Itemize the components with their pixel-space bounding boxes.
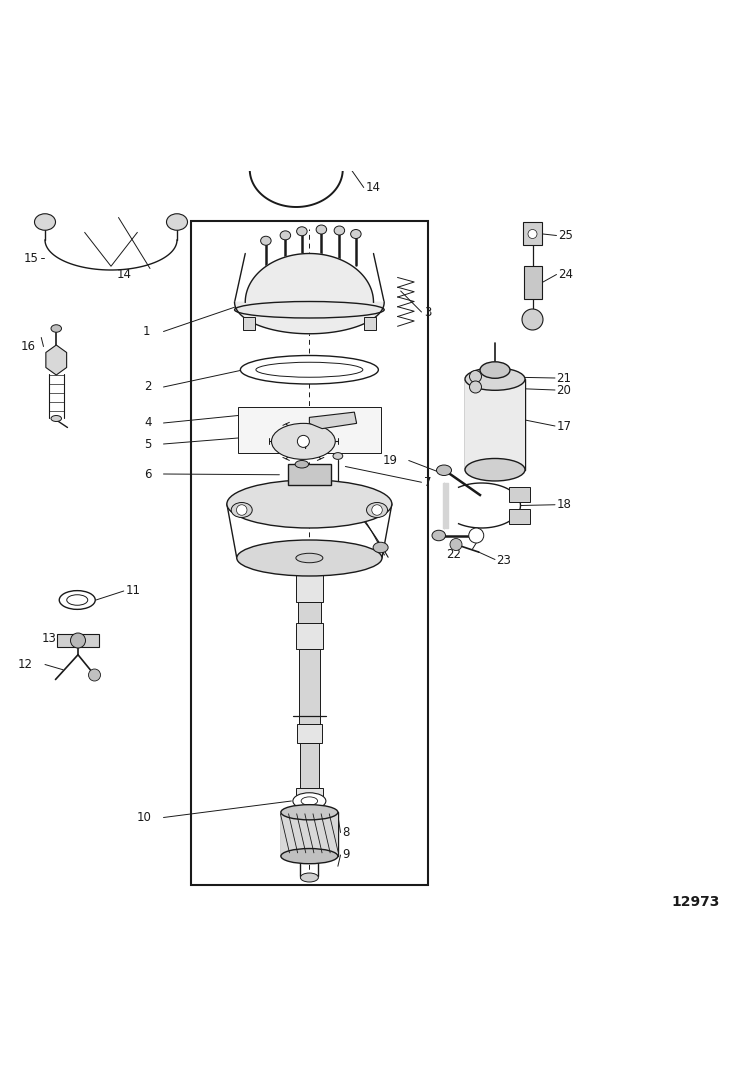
Ellipse shape bbox=[59, 591, 95, 609]
Ellipse shape bbox=[261, 236, 272, 246]
Ellipse shape bbox=[316, 225, 327, 234]
Circle shape bbox=[470, 370, 482, 382]
Ellipse shape bbox=[465, 459, 525, 480]
Ellipse shape bbox=[237, 541, 382, 575]
Ellipse shape bbox=[296, 554, 322, 562]
Ellipse shape bbox=[240, 356, 378, 384]
Ellipse shape bbox=[292, 793, 326, 809]
Text: 12973: 12973 bbox=[672, 895, 720, 910]
Bar bbox=[332, 136, 353, 153]
Bar bbox=[238, 407, 380, 453]
Bar bbox=[299, 743, 320, 787]
Circle shape bbox=[450, 538, 462, 550]
Ellipse shape bbox=[51, 415, 62, 422]
Polygon shape bbox=[235, 253, 384, 334]
Ellipse shape bbox=[67, 595, 88, 605]
Ellipse shape bbox=[350, 229, 361, 238]
Circle shape bbox=[88, 669, 101, 681]
Bar bbox=[296, 787, 322, 804]
Bar bbox=[239, 136, 260, 153]
Ellipse shape bbox=[51, 324, 62, 332]
Text: 23: 23 bbox=[496, 555, 512, 568]
Text: 10: 10 bbox=[136, 811, 152, 824]
Polygon shape bbox=[309, 412, 357, 429]
Text: 6: 6 bbox=[144, 467, 152, 480]
Polygon shape bbox=[46, 345, 67, 375]
Text: 14: 14 bbox=[366, 181, 381, 194]
Bar bbox=[298, 602, 321, 622]
Circle shape bbox=[469, 529, 484, 543]
Text: 18: 18 bbox=[556, 498, 572, 511]
Bar bbox=[57, 633, 99, 648]
Circle shape bbox=[470, 381, 482, 393]
Text: 19: 19 bbox=[382, 454, 398, 467]
Text: 1: 1 bbox=[142, 325, 150, 339]
Circle shape bbox=[70, 633, 86, 648]
Circle shape bbox=[297, 436, 309, 448]
Text: 3: 3 bbox=[424, 306, 431, 319]
Ellipse shape bbox=[465, 368, 525, 390]
Text: 9: 9 bbox=[342, 848, 350, 862]
Text: 7: 7 bbox=[424, 476, 431, 489]
Bar bbox=[465, 379, 525, 470]
Ellipse shape bbox=[333, 452, 343, 460]
Text: 8: 8 bbox=[342, 826, 350, 839]
Text: 5: 5 bbox=[144, 438, 152, 451]
Text: 2: 2 bbox=[144, 380, 152, 393]
Text: 11: 11 bbox=[126, 584, 141, 597]
Bar bbox=[287, 464, 331, 485]
Ellipse shape bbox=[226, 480, 392, 529]
Bar bbox=[296, 558, 322, 602]
Circle shape bbox=[372, 505, 382, 515]
Ellipse shape bbox=[301, 797, 318, 805]
Bar bbox=[191, 222, 428, 885]
Ellipse shape bbox=[480, 361, 510, 378]
Bar bbox=[243, 317, 255, 330]
Text: 21: 21 bbox=[556, 371, 572, 384]
Bar bbox=[509, 509, 530, 524]
Ellipse shape bbox=[373, 543, 388, 553]
Text: 20: 20 bbox=[556, 383, 572, 396]
Ellipse shape bbox=[300, 873, 318, 882]
Bar bbox=[523, 222, 542, 245]
Ellipse shape bbox=[295, 461, 309, 468]
Bar bbox=[298, 649, 320, 724]
Ellipse shape bbox=[334, 226, 344, 235]
Ellipse shape bbox=[235, 301, 384, 318]
Text: 24: 24 bbox=[558, 268, 573, 281]
Ellipse shape bbox=[436, 465, 451, 475]
Bar bbox=[364, 317, 376, 330]
Ellipse shape bbox=[256, 363, 363, 377]
Text: 17: 17 bbox=[556, 419, 572, 432]
Ellipse shape bbox=[166, 214, 188, 230]
Bar bbox=[509, 487, 530, 501]
Bar bbox=[296, 622, 322, 649]
Circle shape bbox=[236, 505, 247, 515]
Text: 22: 22 bbox=[446, 548, 461, 561]
Bar bbox=[280, 812, 338, 856]
Ellipse shape bbox=[280, 848, 338, 864]
Text: 15: 15 bbox=[24, 251, 39, 264]
Bar bbox=[296, 724, 322, 743]
Ellipse shape bbox=[367, 502, 388, 518]
Text: 4: 4 bbox=[144, 416, 152, 429]
Ellipse shape bbox=[272, 424, 335, 460]
Ellipse shape bbox=[432, 531, 445, 541]
Ellipse shape bbox=[280, 230, 291, 240]
Bar bbox=[524, 265, 542, 298]
Text: 16: 16 bbox=[21, 340, 36, 353]
Ellipse shape bbox=[280, 805, 338, 820]
Text: 14: 14 bbox=[116, 268, 131, 281]
Circle shape bbox=[522, 309, 543, 330]
Ellipse shape bbox=[34, 214, 56, 230]
Text: 25: 25 bbox=[558, 229, 573, 242]
Text: 13: 13 bbox=[41, 632, 56, 645]
Text: 12: 12 bbox=[18, 658, 33, 670]
Ellipse shape bbox=[231, 502, 252, 518]
Ellipse shape bbox=[296, 227, 307, 236]
Circle shape bbox=[528, 229, 537, 238]
